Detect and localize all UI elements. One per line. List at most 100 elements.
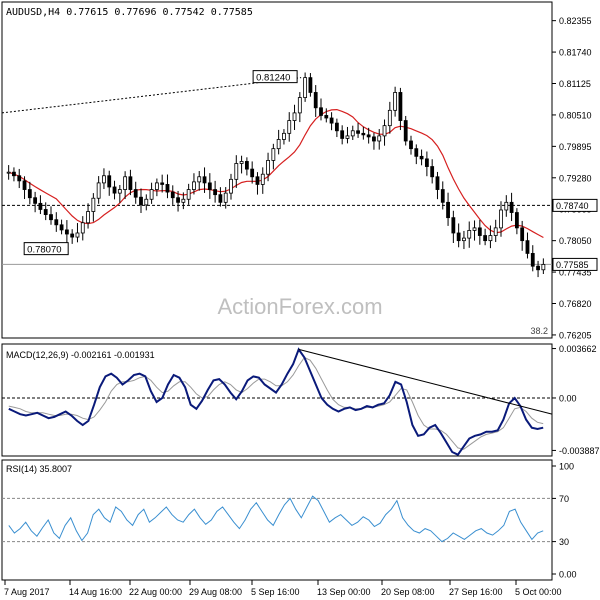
candle-body [112,186,117,194]
candle-body [223,192,228,203]
candle-body [70,233,75,238]
x-tick-label: 14 Aug 16:00 [69,587,122,597]
candle-body [520,227,525,242]
candle-body [377,135,382,142]
price-y-tick-label: 0.76205 [559,330,592,340]
candle-body [102,175,106,184]
candle-body [239,161,244,164]
candle-body [409,140,413,150]
candle-body [536,265,540,271]
candle-body [192,181,196,190]
price-y-tick-label: 0.81740 [559,48,592,58]
candle-body [160,182,165,185]
candles [6,72,546,278]
candle-body [86,211,90,224]
candle-body [133,189,138,198]
candle-body [483,235,488,242]
candle-body [319,107,323,116]
annotation-box [252,70,298,84]
corner-note: 38.2 [530,326,548,336]
candle-body [144,198,149,206]
x-tick-label: 5 Oct 00:00 [515,587,562,597]
x-tick-label: 22 Aug 00:00 [129,587,182,597]
candle-body [530,253,535,267]
candle-body [440,189,445,203]
candle-body [165,184,170,193]
ma-polyline [8,108,544,239]
candle-body [218,194,223,203]
candle-body [462,237,466,242]
candle-body [541,264,546,271]
candle-body [477,227,482,236]
candle-body [276,139,281,150]
candle-body [154,182,159,190]
price-panel [1,1,553,339]
candle-body [43,209,48,215]
rsi-header: RSI(14) 35.8007 [6,464,72,474]
x-tick-label: 27 Sep 16:00 [449,587,503,597]
price-y-tick-label: 0.79895 [559,142,592,152]
candle-body [12,171,16,177]
price-y-axis: 0.82355 0.81740 0.81125 0.80510 0.79895 0.792… [552,16,592,340]
x-tick-label: 20 Sep 08:00 [381,587,435,597]
candle-body [345,135,350,139]
candle-body [181,198,186,203]
candle-body [117,189,122,194]
candle-body [356,130,360,134]
candle-body [509,201,514,213]
x-tick-label: 13 Sep 00:00 [317,587,371,597]
candle-body [287,120,292,134]
price-y-tick-label: 0.80510 [559,110,592,120]
candle-body [17,175,22,182]
candle-body [64,229,69,235]
candle-body [493,227,498,236]
price-level-label: 0.78740 [556,201,589,211]
candle-body [139,196,143,206]
candle-body [340,130,345,139]
candle-body [451,217,456,234]
macd-y-tick-label: 0.003662 [559,344,597,354]
rsi-y-tick-label: 70 [559,494,569,504]
candle-body [234,163,239,180]
candle-body [149,189,154,200]
macd-trendline [298,348,553,415]
candle-body [197,176,202,183]
candle-body [308,77,313,93]
candle-body [504,201,509,211]
candle-body [403,120,408,142]
annotation-label: 0.81240 [256,73,290,84]
candle-body [398,92,403,121]
candle-body [266,160,270,175]
rsi-line [8,495,544,543]
price-y-tick-label: 0.76820 [559,299,592,309]
candle-body [424,158,429,167]
candle-body [128,176,133,190]
price-y-tick-label: 0.78050 [559,236,592,246]
candle-body [350,130,355,137]
candle-body [244,161,249,170]
rsi-y-axis: 100 70 30 0.00 [552,462,577,580]
candle-body [207,182,212,190]
x-tick-label: 29 Aug 08:00 [189,587,242,597]
candle-body [313,92,318,109]
price-y-tick-label: 0.82355 [559,16,592,26]
candle-body [123,176,128,190]
price-level-label: 0.77585 [556,260,589,270]
candle-body [393,92,398,111]
candle-body [38,202,43,210]
candle-body [170,191,175,199]
candle-body [525,240,530,254]
candle-body [324,115,329,119]
annotation-box [23,242,69,256]
price-level-box [552,198,598,212]
candle-body [107,175,112,188]
macd-header: MACD(12,26,9) -0.002161 -0.001931 [6,350,155,360]
candle-body [414,148,419,157]
candle-body [255,176,260,185]
macd-y-tick-label: 0.00 [559,393,577,403]
macd-y-tick-label: -0.003887 [559,446,600,456]
candle-body [49,214,53,221]
candle-body [186,189,191,200]
price-level-box [552,257,598,271]
